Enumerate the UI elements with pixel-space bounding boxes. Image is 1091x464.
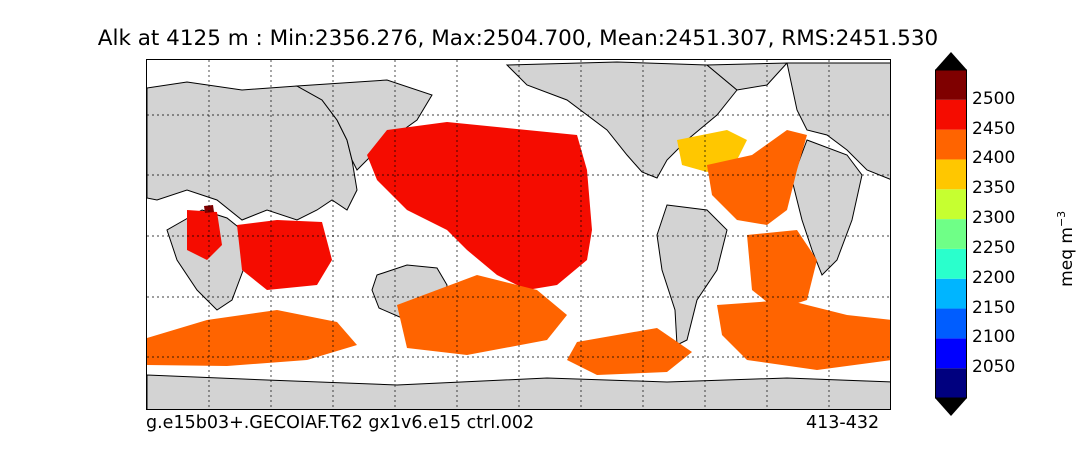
colorbar-tick-label: 2200: [972, 267, 1016, 288]
colorbar-tick-label: 2100: [972, 327, 1016, 348]
colorbar-tick-label: 2300: [972, 208, 1016, 229]
colorbar-segment: [935, 338, 967, 369]
ocean-fields: [147, 122, 890, 375]
map-panel: [146, 59, 891, 410]
land-africa-west: [791, 139, 863, 276]
colorbar-extend-bottom: [935, 398, 967, 416]
colorbar-segment: [935, 159, 967, 190]
colorbar-tick-label: 2350: [972, 178, 1016, 199]
colorbar-segment: [935, 129, 967, 160]
field-southern-orange-2: [397, 275, 567, 355]
colorbar-extend-top: [935, 52, 967, 70]
land-europe-east: [786, 62, 890, 180]
colorbar-segment: [935, 278, 967, 309]
footer-years: 413-432: [806, 413, 880, 433]
world-map: [147, 60, 890, 409]
plot-title: Alk at 4125 m : Min:2356.276, Max:2504.7…: [97, 26, 939, 51]
colorbar: [935, 52, 967, 416]
field-atlantic-orange-n: [707, 130, 807, 225]
field-atlantic-orange-s: [747, 230, 817, 310]
colorbar-segment: [935, 308, 967, 339]
field-maroon-spot: [204, 205, 214, 213]
land-asia-east: [295, 79, 433, 171]
land-south-america: [656, 204, 728, 346]
colorbar-unit-label: meq m−3: [1055, 210, 1077, 287]
colorbar-segment: [935, 99, 967, 130]
field-southern-orange-1: [147, 310, 357, 366]
graticule: [147, 60, 890, 409]
colorbar-tick-label: 2400: [972, 148, 1016, 169]
colorbar-segment: [935, 219, 967, 249]
colorbar-tick-label: 2450: [972, 118, 1016, 139]
field-pacific-red: [367, 122, 592, 290]
colorbar-segment: [935, 368, 967, 398]
colorbar-tick-label: 2050: [972, 357, 1016, 378]
colorbar-segment: [935, 70, 967, 100]
colorbar-tick-label: 2250: [972, 237, 1016, 258]
field-indian-red-2: [237, 220, 332, 290]
footer-run-id: g.e15b03+.GECOIAF.T62 gx1v6.e15 ctrl.002: [146, 413, 535, 433]
colorbar-segment: [935, 248, 967, 279]
field-indian-red-1: [187, 210, 222, 260]
colorbar-tick-label: 2500: [972, 88, 1016, 109]
field-southern-orange-4: [717, 300, 890, 370]
colorbar-tick-label: 2150: [972, 297, 1016, 318]
field-southern-orange-3: [567, 328, 692, 375]
colorbar-segment: [935, 189, 967, 220]
